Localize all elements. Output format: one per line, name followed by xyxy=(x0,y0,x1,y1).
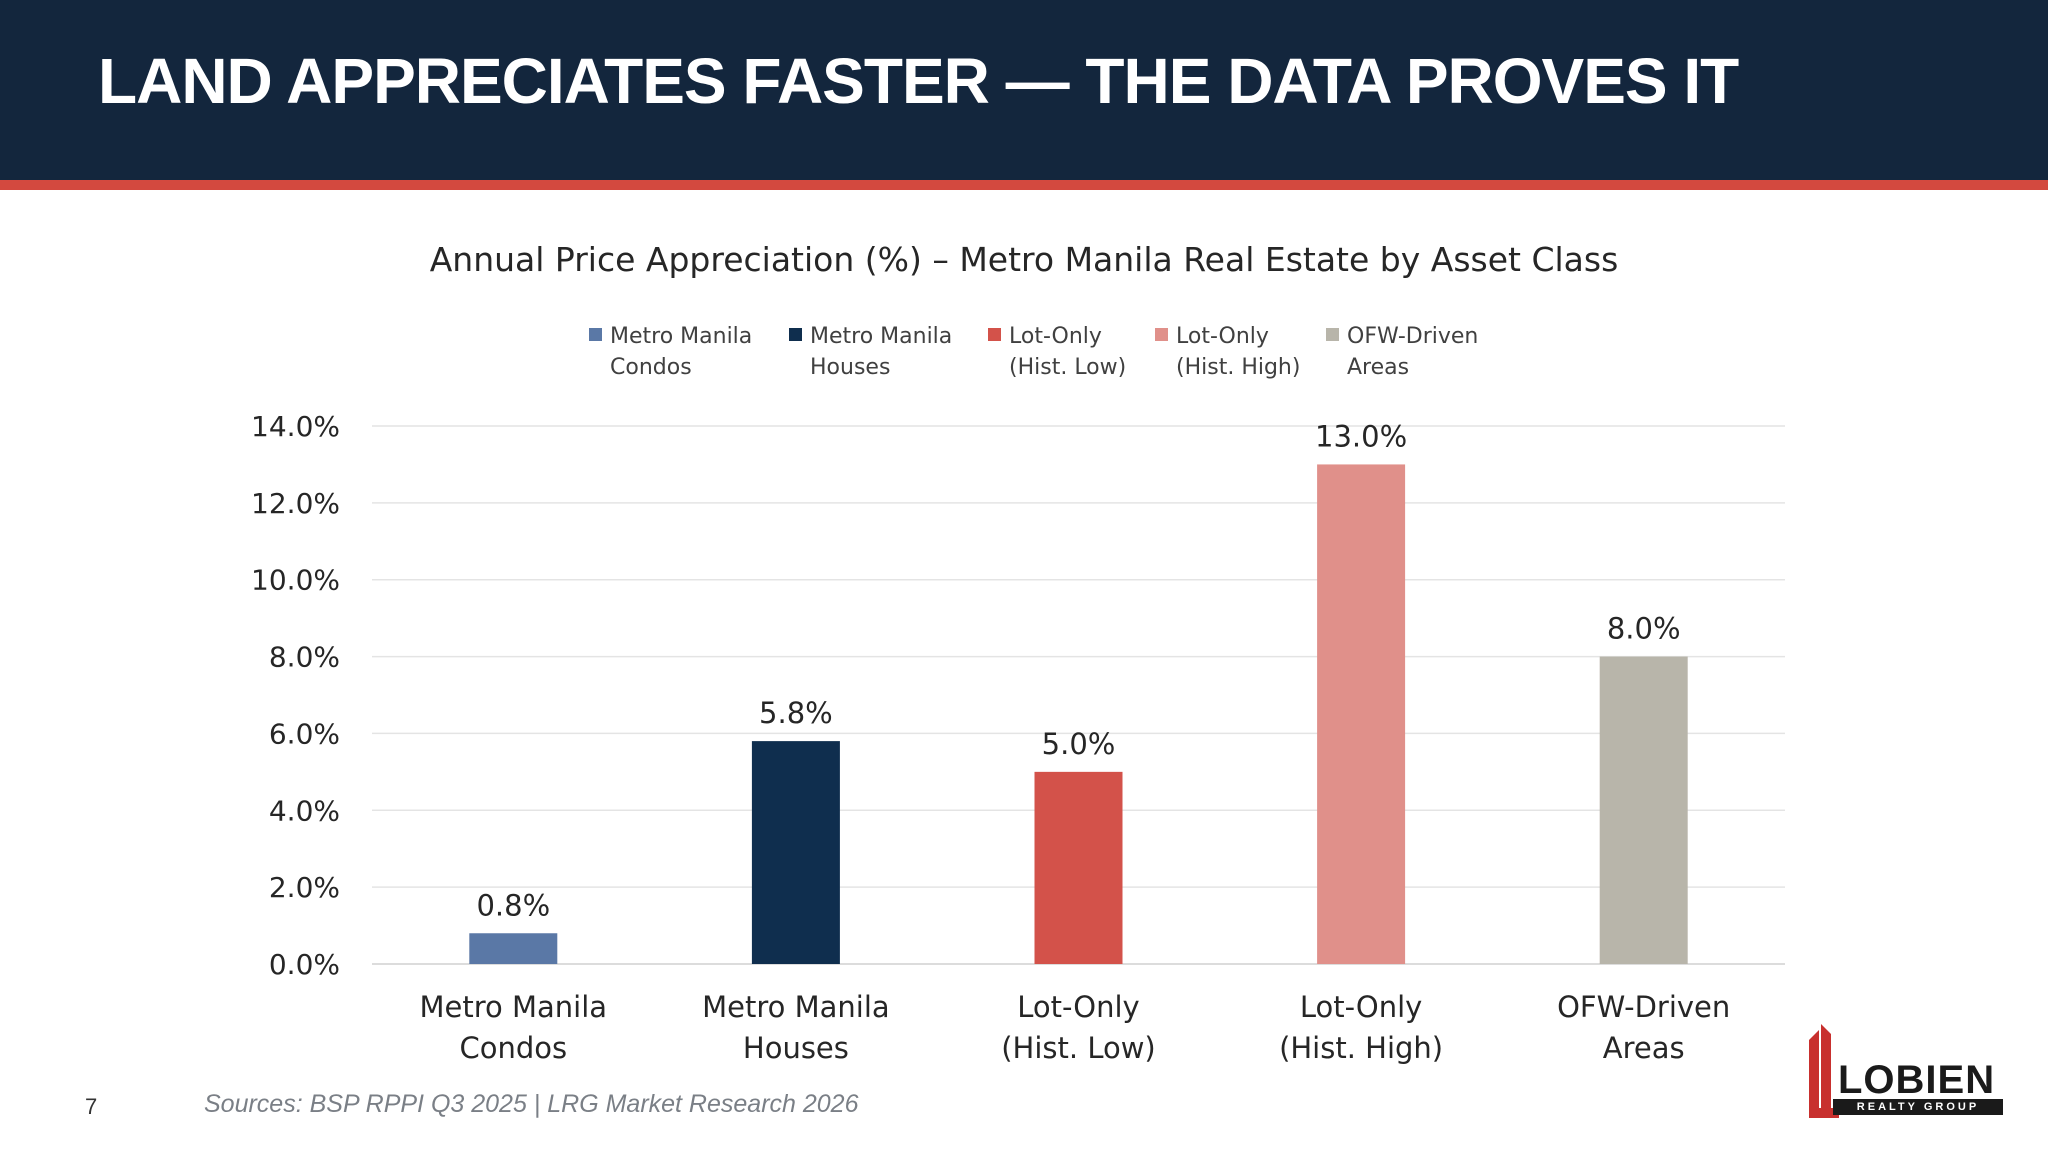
legend-swatch xyxy=(1155,328,1168,341)
x-category-label: OFW-Driven xyxy=(1557,990,1730,1024)
company-logo: LOBIEN REALTY GROUP xyxy=(1805,1020,2005,1120)
legend-swatch xyxy=(589,328,602,341)
y-tick-label: 8.0% xyxy=(269,641,340,674)
x-category-label: Metro Manila xyxy=(420,990,608,1024)
data-label: 5.0% xyxy=(1042,727,1116,761)
chart-bars xyxy=(469,464,1688,964)
x-category-label: (Hist. Low) xyxy=(1001,1031,1156,1065)
legend-entry: Areas xyxy=(1347,355,1409,380)
chart-title: Annual Price Appreciation (%) – Metro Ma… xyxy=(430,240,1619,279)
legend-entry: Metro Manila xyxy=(610,324,752,349)
y-tick-label: 6.0% xyxy=(269,717,340,750)
bar-lot-only-hist-low xyxy=(1034,771,1123,964)
building-icon xyxy=(1809,1024,1839,1118)
header-accent-stripe xyxy=(0,180,2048,190)
y-tick-label: 2.0% xyxy=(269,871,340,904)
y-tick-label: 12.0% xyxy=(251,487,340,520)
bar-chart: Annual Price Appreciation (%) – Metro Ma… xyxy=(251,240,1785,1065)
data-labels: 0.8% 5.8% 5.0% 13.0% 8.0% xyxy=(476,419,1680,922)
x-category-label: Metro Manila xyxy=(702,990,890,1024)
x-category-label: Condos xyxy=(459,1031,567,1065)
slide-title: LAND APPRECIATES FASTER — THE DATA PROVE… xyxy=(98,45,1739,117)
y-tick-label: 14.0% xyxy=(251,410,340,443)
y-axis-ticks: 0.0% 2.0% 4.0% 6.0% 8.0% 10.0% 12.0% 14.0% xyxy=(251,410,340,981)
legend-entry: Houses xyxy=(810,355,890,380)
slide-header xyxy=(0,0,2048,180)
x-category-label: Areas xyxy=(1603,1031,1685,1065)
bar-lot-only-hist-high xyxy=(1317,464,1406,964)
x-axis-categories: Metro Manila Condos Metro Manila Houses Lot-… xyxy=(420,990,1731,1065)
legend-entry: (Hist. Low) xyxy=(1009,355,1126,380)
legend-entry: Lot-Only xyxy=(1176,324,1269,349)
data-label: 0.8% xyxy=(476,888,550,922)
legend-entry: Condos xyxy=(610,355,692,380)
bar-metro-manila-condos xyxy=(469,933,558,964)
legend-swatch xyxy=(988,328,1001,341)
sources-note: Sources: BSP RPPI Q3 2025 | LRG Market R… xyxy=(204,1090,859,1118)
logo-wordmark: LOBIEN xyxy=(1838,1058,1996,1102)
y-tick-label: 4.0% xyxy=(269,794,340,827)
bar-metro-manila-houses xyxy=(751,741,840,964)
legend-entry: (Hist. High) xyxy=(1176,355,1300,380)
legend-entry: Metro Manila xyxy=(810,324,952,349)
y-tick-label: 0.0% xyxy=(269,948,340,981)
page-number: 7 xyxy=(85,1094,98,1119)
legend-entry: Lot-Only xyxy=(1009,324,1102,349)
logo-subtitle: REALTY GROUP xyxy=(1833,1099,2003,1115)
bar-ofw-driven-areas xyxy=(1599,656,1688,964)
x-category-label: Lot-Only xyxy=(1300,990,1422,1024)
legend-entry: OFW-Driven xyxy=(1347,324,1478,349)
y-tick-label: 10.0% xyxy=(251,564,340,597)
x-category-label: Lot-Only xyxy=(1017,990,1139,1024)
data-label: 5.8% xyxy=(759,696,833,730)
legend-swatch xyxy=(1326,328,1339,341)
data-label: 13.0% xyxy=(1315,419,1407,453)
x-category-label: (Hist. High) xyxy=(1279,1031,1443,1065)
x-category-label: Houses xyxy=(743,1031,849,1065)
data-label: 8.0% xyxy=(1607,612,1681,646)
legend-swatch xyxy=(789,328,802,341)
chart-legend: Metro Manila Condos Metro Manila Houses Lot-… xyxy=(589,324,1478,380)
